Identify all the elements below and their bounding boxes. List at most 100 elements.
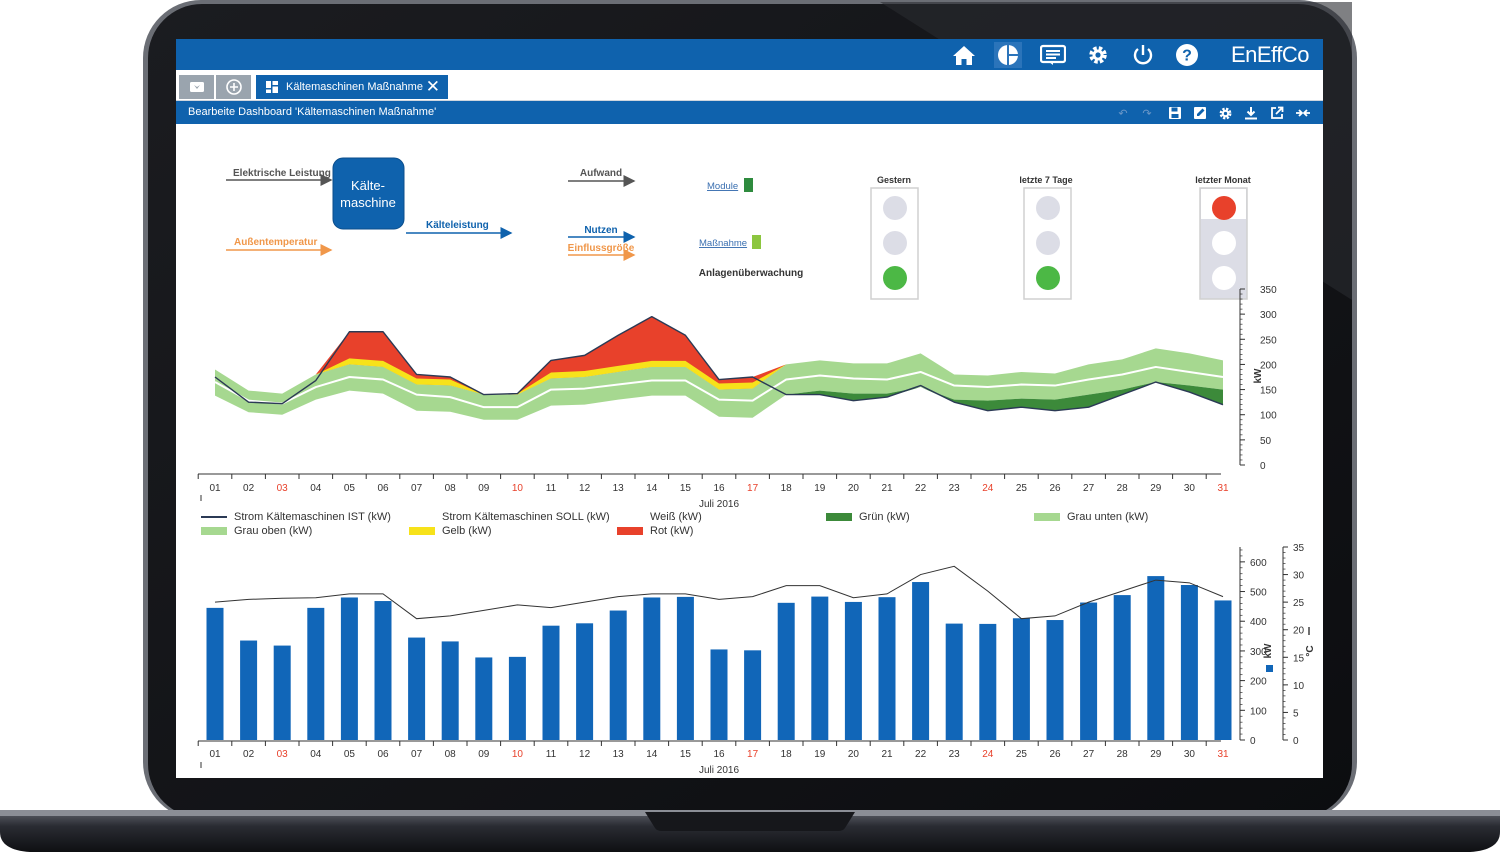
legend-label: Gelb (kW) [442,525,492,537]
close-icon[interactable]: ✕ [425,77,440,96]
bar [811,596,829,740]
bar [475,657,493,740]
edit-title: Bearbeite Dashboard 'Kältemaschinen Maßn… [188,106,437,118]
redo-icon[interactable]: ↷ [1142,107,1152,120]
x-tick-label: 08 [445,749,457,760]
y-tick-label: 5 [1293,708,1299,719]
y-tick-label: 0 [1250,736,1256,747]
help-icon[interactable]: ? [1173,42,1201,68]
x-tick-label: 19 [814,483,826,494]
legend-item[interactable]: Grau oben (kW) [201,524,312,538]
y-tick-label: 15 [1293,653,1305,664]
dashboard-icon[interactable] [994,42,1022,68]
bar [912,582,930,740]
home-icon[interactable] [950,42,978,68]
bar [1012,618,1030,740]
x-tick-label: 05 [344,483,356,494]
bar [979,623,997,740]
edit-toolbar: Bearbeite Dashboard 'Kältemaschinen Maßn… [176,101,1323,124]
module-swatch [744,178,753,192]
bar [945,623,963,740]
legend-label-aufwand: Aufwand [580,168,622,179]
legend-item[interactable]: Grau unten (kW) [1034,510,1148,524]
x-tick-label: 26 [1049,483,1061,494]
massnahme-link[interactable]: Maßnahme [699,238,747,249]
bar [240,640,258,740]
light-off [1036,196,1060,220]
light-red [1212,196,1236,220]
legend-item[interactable]: Gelb (kW) [409,524,492,538]
x-tick-label: 26 [1049,749,1061,760]
report-icon[interactable] [1039,42,1067,68]
legend-swatch [409,527,435,535]
settings-icon[interactable] [1084,42,1112,68]
x-tick-label: 15 [680,483,692,494]
x-tick-label: 21 [881,483,893,494]
download-icon[interactable] [1242,104,1260,122]
x-tick-label: 19 [814,749,826,760]
edit-icon[interactable] [1191,104,1209,122]
tab-label: Kältemaschinen Maßnahme [286,81,423,93]
ticket-icon [189,82,204,92]
legend-item[interactable]: Grün (kW) [826,510,910,524]
x-tick-label: 06 [377,483,389,494]
tab-kaeltemaschinen[interactable]: Kältemaschinen Maßnahme ✕ [256,75,448,99]
bar [676,596,694,740]
legend-item[interactable]: Rot (kW) [617,524,693,538]
y-tick-label: 0 [1260,461,1266,472]
undo-icon[interactable]: ↶ [1118,107,1128,120]
y-tick-label: 350 [1260,285,1277,296]
y-tick-label: 250 [1260,335,1277,346]
process-diagram: Elektrische Leistung Außentemperatur Käl… [226,157,1251,300]
legend-item[interactable]: Strom Kältemaschinen SOLL (kW) [409,510,610,524]
x-tick-label: 07 [411,483,423,494]
x-tick-label: 16 [713,749,725,760]
x-tick-label: 13 [613,483,625,494]
add-tab-button[interactable] [216,75,251,99]
bar [441,641,459,740]
gear-icon[interactable] [1216,104,1234,122]
machine-label-line1: Kälte- [351,178,385,193]
external-link-icon[interactable] [1268,104,1286,122]
collapse-icon[interactable] [1294,104,1312,122]
module-link[interactable]: Module [707,181,738,192]
x-tick-label: 28 [1117,483,1129,494]
save-icon[interactable] [1166,104,1184,122]
traffic-light-label: letzter Monat [1195,175,1251,185]
y-tick-label: 200 [1260,360,1277,371]
dashboards-button[interactable] [179,75,214,99]
dashboard-grid-icon [266,81,278,93]
legend-item[interactable]: Weiß (kW) [617,510,702,524]
traffic-light-gestern: Gestern [870,175,919,300]
bar [878,597,896,740]
x-tick-label: 04 [310,483,322,494]
bar [1046,620,1064,740]
x-tick-label: 29 [1150,483,1162,494]
machine-label-line2: maschine [340,195,396,210]
y-tick-label: 30 [1293,571,1305,582]
x-tick-label: 10 [512,483,524,494]
x-tick-label: 20 [848,749,860,760]
x-tick-label: 03 [277,749,289,760]
bar [307,607,325,740]
power-icon[interactable] [1129,42,1157,68]
bar [1214,600,1232,740]
bar [340,597,358,740]
x-tick-label: 17 [747,483,759,494]
legend-item[interactable]: Strom Kältemaschinen IST (kW) [201,510,391,524]
light-green [1036,266,1060,290]
bar [643,597,661,740]
tab-bar: Kältemaschinen Maßnahme ✕ [176,70,1323,101]
traffic-light-7-tage: letzte 7 Tage [1019,175,1073,300]
bar [1180,585,1198,740]
x-tick-label: 28 [1117,749,1129,760]
input-label-temperature: Außentemperatur [234,237,317,248]
light-white [1212,266,1236,290]
traffic-light-label: Gestern [877,175,911,185]
y-tick-label: 500 [1250,588,1267,599]
y-axis-label: kW [1253,368,1264,384]
machine-box[interactable] [332,157,405,230]
y-axis-kw-swatch [1266,665,1273,672]
x-tick-label: 30 [1184,483,1196,494]
x-tick-label: 29 [1150,749,1162,760]
